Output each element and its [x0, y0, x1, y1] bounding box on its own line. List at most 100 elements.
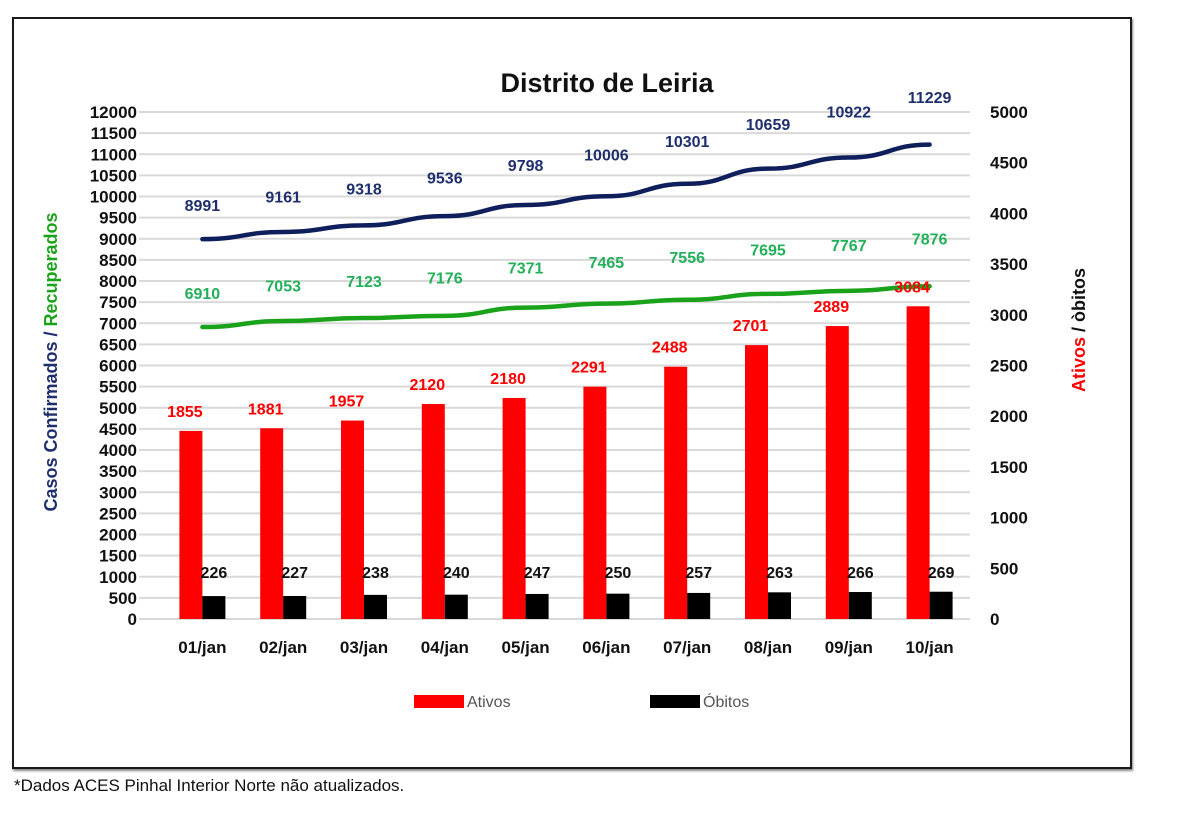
data-label: 2701: [733, 318, 769, 335]
right-tick-label: 0: [990, 610, 999, 629]
data-label: 7556: [669, 250, 705, 267]
bar-ativos: [583, 386, 607, 619]
axis-title-part: / òbitos: [1069, 268, 1089, 337]
data-label: 247: [524, 565, 551, 582]
left-tick-label: 1500: [99, 547, 137, 566]
left-tick-label: 2500: [99, 504, 137, 523]
right-tick-label: 2000: [990, 407, 1028, 426]
right-tick-label: 4500: [990, 154, 1028, 173]
bar-bitos: [687, 592, 711, 619]
category-label: 09/jan: [825, 638, 873, 657]
bar-ativos: [745, 345, 768, 619]
data-label: 257: [685, 565, 712, 582]
category-label: 08/jan: [744, 638, 792, 657]
line-casos-confirmados: [200, 142, 932, 242]
bar-ativos: [260, 428, 284, 619]
left-tick-label: 1000: [99, 568, 137, 587]
data-label: 7053: [265, 279, 301, 296]
chart-title: Distrito de Leiria: [500, 68, 714, 98]
left-tick-label: 4000: [99, 441, 137, 460]
bar-bitos: [768, 592, 791, 619]
left-tick-label: 10000: [90, 188, 137, 207]
legend-label: Óbitos: [703, 692, 749, 711]
data-label: 2889: [814, 299, 850, 316]
data-label: 238: [362, 565, 389, 582]
left-tick-label: 10500: [90, 166, 137, 185]
left-tick-label: 9000: [99, 230, 137, 249]
data-label: 2180: [490, 371, 526, 388]
bar-ativos: [502, 397, 526, 619]
data-label: 10922: [827, 105, 872, 122]
left-tick-label: 6500: [99, 335, 137, 354]
right-tick-label: 5000: [990, 103, 1028, 122]
bar-ativos: [825, 326, 849, 619]
data-label: 1957: [329, 394, 365, 411]
bar-bitos: [848, 592, 872, 619]
data-label: 263: [766, 565, 793, 582]
category-labels: 01/jan 02/jan 03/jan 04/jan 05/jan 06/jan 07/j…: [178, 638, 953, 657]
axis-title-part: Ativos: [1069, 337, 1089, 392]
left-tick-label: 8500: [99, 251, 137, 270]
data-label: 226: [201, 565, 228, 582]
left-tick-label: 7000: [99, 314, 137, 333]
data-label: 2291: [571, 360, 607, 377]
category-label: 02/jan: [259, 638, 307, 657]
left-tick-label: 11500: [91, 124, 137, 143]
left-axis-ticks: 0 500 1000 1500 2000 2500 3000 3500 4000 4500 5000…: [90, 103, 137, 629]
data-label: 240: [443, 565, 470, 582]
data-label: 10301: [665, 134, 710, 151]
data-label: 6910: [185, 286, 221, 303]
legend-swatch: [414, 695, 464, 708]
left-tick-label: 3500: [99, 462, 137, 481]
line-recuperados: [200, 283, 932, 330]
bar-ativos: [179, 430, 203, 619]
legend: Ativos Óbitos: [414, 692, 749, 711]
data-label: 9798: [508, 158, 544, 175]
right-tick-label: 2500: [990, 357, 1028, 376]
lines: [200, 142, 932, 330]
data-label: 7176: [427, 270, 463, 287]
left-tick-label: 6000: [99, 357, 137, 376]
bar-ativos: [341, 420, 364, 619]
left-tick-label: 2000: [99, 526, 137, 545]
right-axis-title: Ativos / òbitos: [1069, 268, 1089, 392]
data-label: 2120: [410, 377, 446, 394]
data-label: 227: [281, 565, 308, 582]
data-label: 7876: [912, 232, 948, 249]
data-label: 1881: [248, 401, 284, 418]
right-tick-label: 3000: [990, 306, 1028, 325]
bar-ativos: [664, 366, 688, 619]
right-tick-label: 500: [990, 559, 1018, 578]
bar-bitos: [283, 595, 307, 619]
bar-bitos: [929, 591, 953, 619]
data-label: 7123: [346, 274, 382, 291]
left-tick-label: 0: [128, 610, 137, 629]
legend-label: Ativos: [467, 694, 511, 711]
left-tick-label: 12000: [90, 103, 137, 122]
footnote: *Dados ACES Pinhal Interior Norte não at…: [14, 776, 405, 795]
category-label: 03/jan: [340, 638, 388, 657]
category-label: 04/jan: [421, 638, 469, 657]
data-label: 7371: [508, 261, 544, 278]
data-label: 3084: [894, 279, 930, 296]
bar-bitos: [444, 594, 468, 619]
data-label: 8991: [185, 198, 221, 215]
left-axis-title: Casos Confirmados / Recuperados: [41, 212, 61, 511]
bar-bitos: [202, 596, 226, 619]
category-label: 07/jan: [663, 638, 711, 657]
data-label: 7767: [831, 238, 867, 255]
left-tick-label: 5000: [99, 399, 137, 418]
data-label: 1855: [167, 404, 203, 421]
data-label: 9318: [346, 181, 382, 198]
right-tick-label: 1000: [990, 509, 1028, 528]
data-label: 2488: [652, 340, 688, 357]
bar-bitos: [364, 594, 387, 619]
right-tick-label: 1500: [990, 458, 1028, 477]
data-label: 10659: [746, 117, 791, 134]
data-label: 9536: [427, 171, 463, 188]
chart-frame: [12, 17, 1132, 769]
right-axis-ticks: 0 500 1000 1500 2000 2500 3000 3500 4000 4500 5000: [990, 103, 1028, 629]
left-tick-label: 3000: [99, 483, 137, 502]
data-label: 7695: [750, 242, 786, 259]
